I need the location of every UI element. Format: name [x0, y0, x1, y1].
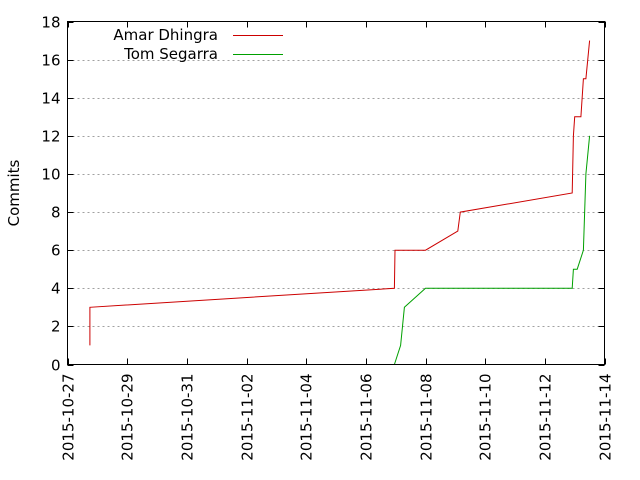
x-tick-label: 2015-10-31: [179, 374, 197, 461]
x-axis-ticks: 2015-10-27 2015-10-29 2015-10-31 2015-11-02…: [60, 21, 615, 461]
y-axis-ticks: 0 2 4 6 8 10 12 14 16 18: [41, 14, 605, 375]
x-tick-label: 2015-11-02: [239, 374, 257, 461]
series-line-tom-segarra: [393, 135, 591, 365]
x-tick-label: 2015-11-06: [358, 374, 376, 461]
y-tick-label: 18: [41, 14, 60, 32]
series-line-amar-dhingra: [89, 40, 591, 346]
plot-frame: [67, 21, 605, 365]
x-tick-label: 2015-11-08: [418, 374, 436, 461]
y-tick-label: 10: [41, 166, 60, 184]
x-tick-label: 2015-11-12: [537, 374, 555, 461]
legend-label: Amar Dhingra: [113, 26, 218, 44]
grid-lines: [67, 60, 605, 327]
y-tick-label: 2: [51, 318, 61, 336]
y-tick-label: 0: [51, 357, 61, 375]
y-axis-title: Commits: [5, 159, 23, 226]
x-tick-label: 2015-11-04: [298, 374, 316, 461]
x-tick-label: 2015-11-10: [477, 374, 495, 461]
legend-label: Tom Segarra: [123, 45, 218, 63]
y-tick-label: 8: [51, 204, 61, 222]
y-tick-label: 4: [51, 280, 61, 298]
x-tick-label: 2015-10-27: [60, 374, 78, 461]
y-tick-label: 16: [41, 52, 60, 70]
y-tick-label: 6: [51, 242, 61, 260]
x-tick-label: 2015-11-14: [597, 374, 615, 461]
y-tick-label: 12: [41, 128, 60, 146]
x-tick-label: 2015-10-29: [119, 374, 137, 461]
y-tick-label: 14: [41, 90, 60, 108]
series-lines: [89, 40, 591, 365]
